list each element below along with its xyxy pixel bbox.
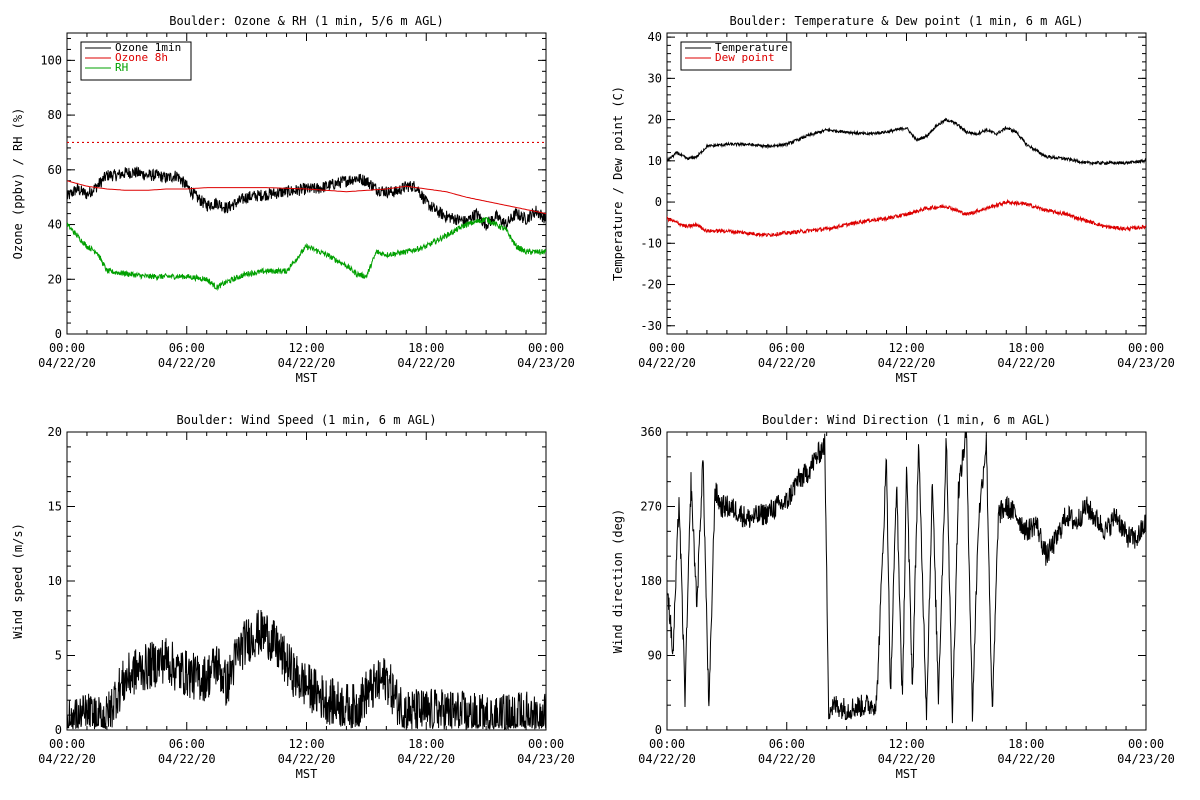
wind-speed-ytick-label: 20 bbox=[48, 425, 62, 439]
wind-speed-xtick-time: 06:00 bbox=[169, 737, 205, 751]
ozone-rh-ytick-label: 100 bbox=[40, 53, 62, 67]
wind-speed-xtick-date: 04/22/20 bbox=[158, 752, 216, 766]
wind-dir-ytick-label: 180 bbox=[640, 574, 662, 588]
temp-dew-xtick-date: 04/22/20 bbox=[997, 356, 1055, 370]
temp-dew-legend-label: Temperature bbox=[715, 41, 788, 54]
temp-dew-xtick-time: 00:00 bbox=[1128, 341, 1164, 355]
wind-speed-ytick-label: 15 bbox=[48, 500, 62, 514]
ozone-rh-xtick-date: 04/22/20 bbox=[278, 356, 336, 370]
wind-speed-xlabel: MST bbox=[296, 767, 318, 781]
wind-speed-ylabel: Wind speed (m/s) bbox=[11, 523, 25, 639]
wind-dir-xtick-time: 18:00 bbox=[1008, 737, 1044, 751]
ozone-rh-legend-label: Ozone 1min bbox=[115, 41, 181, 54]
temp-dew-xtick-time: 18:00 bbox=[1008, 341, 1044, 355]
temp-dew-legend-label: Dew point bbox=[715, 51, 775, 64]
wind-speed-series-0 bbox=[67, 609, 546, 730]
wind-dir-xtick-date: 04/22/20 bbox=[878, 752, 936, 766]
temp-dew-ytick-label: 30 bbox=[648, 71, 662, 85]
wind-dir-xtick-date: 04/22/20 bbox=[758, 752, 816, 766]
wind-dir-panel: Boulder: Wind Direction (1 min, 6 m AGL)… bbox=[611, 413, 1175, 781]
temp-dew-ytick-label: 0 bbox=[655, 195, 662, 209]
ozone-rh-ylabel: Ozone (ppbv) / RH (%) bbox=[11, 108, 25, 260]
wind-dir-xtick-time: 00:00 bbox=[649, 737, 685, 751]
ozone-rh-xtick-time: 06:00 bbox=[169, 341, 205, 355]
ozone-rh-xtick-time: 00:00 bbox=[49, 341, 85, 355]
ozone-rh-ytick-label: 60 bbox=[48, 163, 62, 177]
temp-dew-xtick-time: 12:00 bbox=[888, 341, 924, 355]
ozone-rh-xtick-time: 18:00 bbox=[408, 341, 444, 355]
temp-dew-title: Boulder: Temperature & Dew point (1 min,… bbox=[729, 14, 1083, 28]
ozone-rh-ytick-label: 80 bbox=[48, 108, 62, 122]
wind-speed-xtick-time: 00:00 bbox=[528, 737, 564, 751]
ozone-rh-legend-label: Ozone 8h bbox=[115, 51, 168, 64]
ozone-rh-xtick-date: 04/22/20 bbox=[158, 356, 216, 370]
wind-speed-xtick-date: 04/22/20 bbox=[397, 752, 455, 766]
ozone-rh-xtick-time: 12:00 bbox=[288, 341, 324, 355]
temp-dew-ytick-label: -30 bbox=[640, 319, 662, 333]
wind-dir-xtick-date: 04/22/20 bbox=[638, 752, 696, 766]
ozone-rh-legend-label: RH bbox=[115, 61, 128, 74]
wind-dir-xtick-time: 12:00 bbox=[888, 737, 924, 751]
wind-speed-panel: Boulder: Wind Speed (1 min, 6 m AGL) 0 5 10… bbox=[11, 413, 575, 781]
wind-dir-xlabel: MST bbox=[896, 767, 918, 781]
wind-dir-xtick-time: 00:00 bbox=[1128, 737, 1164, 751]
wind-dir-xtick-time: 06:00 bbox=[769, 737, 805, 751]
ozone-rh-xtick-date: 04/22/20 bbox=[38, 356, 96, 370]
wind-dir-title: Boulder: Wind Direction (1 min, 6 m AGL) bbox=[762, 413, 1051, 427]
wind-speed-title: Boulder: Wind Speed (1 min, 6 m AGL) bbox=[176, 413, 436, 427]
temp-dew-xtick-date: 04/22/20 bbox=[758, 356, 816, 370]
temp-dew-ylabel: Temperature / Dew point (C) bbox=[611, 86, 625, 281]
ozone-rh-xtick-date: 04/22/20 bbox=[397, 356, 455, 370]
wind-dir-series-0 bbox=[667, 432, 1146, 724]
temp-dew-xtick-date: 04/22/20 bbox=[638, 356, 696, 370]
ozone-rh-title: Boulder: Ozone & RH (1 min, 5/6 m AGL) bbox=[169, 14, 444, 28]
temp-dew-ytick-label: 20 bbox=[648, 113, 662, 127]
wind-dir-ytick-label: 360 bbox=[640, 425, 662, 439]
ozone-rh-xtick-date: 04/23/20 bbox=[517, 356, 575, 370]
ozone-rh-panel: Boulder: Ozone & RH (1 min, 5/6 m AGL) 0 2… bbox=[11, 14, 575, 385]
wind-dir-xtick-date: 04/22/20 bbox=[997, 752, 1055, 766]
wind-dir-ylabel: Wind direction (deg) bbox=[611, 509, 625, 654]
ozone-rh-ytick-label: 40 bbox=[48, 218, 62, 232]
ozone-rh-series-ozone-8h bbox=[67, 180, 546, 215]
wind-dir-ytick-label: 90 bbox=[648, 649, 662, 663]
ozone-rh-ytick-label: 0 bbox=[55, 327, 62, 341]
temp-dew-xtick-date: 04/22/20 bbox=[878, 356, 936, 370]
temp-dew-xtick-date: 04/23/20 bbox=[1117, 356, 1175, 370]
temp-dew-ytick-label: -10 bbox=[640, 236, 662, 250]
temp-dew-series-dew-point bbox=[667, 198, 1146, 238]
wind-speed-xtick-date: 04/23/20 bbox=[517, 752, 575, 766]
ozone-rh-xtick-time: 00:00 bbox=[528, 341, 564, 355]
ozone-rh-series-rh bbox=[67, 216, 546, 292]
temp-dew-panel: Boulder: Temperature & Dew point (1 min,… bbox=[611, 14, 1175, 385]
wind-speed-ytick-label: 10 bbox=[48, 574, 62, 588]
wind-speed-ytick-label: 0 bbox=[55, 723, 62, 737]
wind-speed-ytick-label: 5 bbox=[55, 649, 62, 663]
temp-dew-xlabel: MST bbox=[896, 371, 918, 385]
wind-speed-xtick-date: 04/22/20 bbox=[278, 752, 336, 766]
wind-speed-xtick-time: 00:00 bbox=[49, 737, 85, 751]
temp-dew-xtick-time: 06:00 bbox=[769, 341, 805, 355]
temp-dew-series-temperature bbox=[667, 117, 1146, 166]
ozone-rh-xlabel: MST bbox=[296, 371, 318, 385]
temp-dew-xtick-time: 00:00 bbox=[649, 341, 685, 355]
temp-dew-ytick-label: -20 bbox=[640, 278, 662, 292]
wind-speed-xtick-time: 12:00 bbox=[288, 737, 324, 751]
wind-dir-ytick-label: 0 bbox=[655, 723, 662, 737]
ozone-rh-ytick-label: 20 bbox=[48, 272, 62, 286]
temp-dew-ytick-label: 40 bbox=[648, 30, 662, 44]
wind-dir-xtick-date: 04/23/20 bbox=[1117, 752, 1175, 766]
wind-speed-xtick-date: 04/22/20 bbox=[38, 752, 96, 766]
wind-speed-xtick-time: 18:00 bbox=[408, 737, 444, 751]
wind-dir-ytick-label: 270 bbox=[640, 500, 662, 514]
temp-dew-ytick-label: 10 bbox=[648, 154, 662, 168]
temp-dew-legend bbox=[680, 41, 792, 71]
temp-dew-frame bbox=[666, 32, 1147, 335]
